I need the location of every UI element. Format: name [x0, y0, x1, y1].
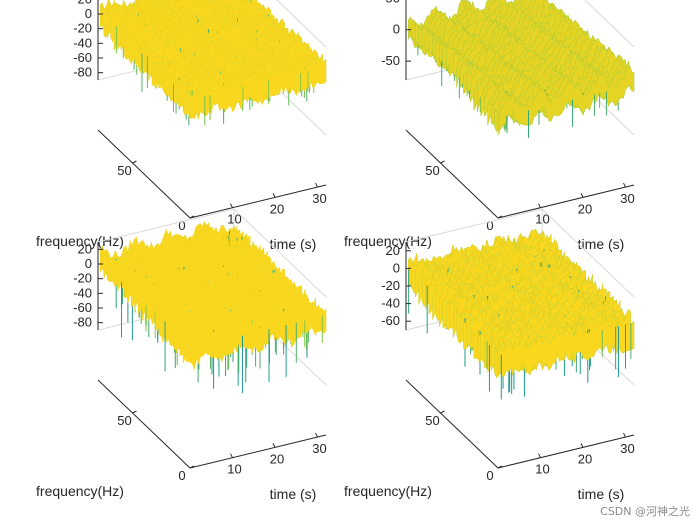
- z-tick-label: -60: [73, 50, 92, 65]
- z-tick-label: -60: [381, 313, 400, 328]
- surface-strip: [189, 303, 327, 371]
- y-tick-mark: [132, 410, 137, 414]
- surface: [100, 0, 327, 126]
- x-axis-line: [497, 184, 635, 219]
- z-tick-label: -80: [73, 315, 92, 330]
- y-axis-line: [97, 129, 191, 219]
- z-tick-label: -80: [73, 65, 92, 80]
- subplot-2: 500-50102030050time (s)frequency(Hz): [344, 0, 635, 252]
- y-tick-mark: [440, 160, 445, 164]
- z-tick-label: -20: [73, 271, 92, 286]
- x-tick-mark: [623, 432, 626, 438]
- x-tick-mark: [272, 443, 276, 448]
- x-tick-label: 10: [227, 462, 241, 477]
- box-top: [276, 0, 327, 48]
- x-axis-label: time (s): [578, 236, 625, 252]
- surface: [408, 228, 635, 400]
- z-tick-label: -60: [73, 300, 92, 315]
- z-tick-label: 0: [85, 6, 92, 21]
- box-top: [405, 208, 635, 298]
- y-tick-mark: [189, 465, 195, 469]
- y-axis-line: [405, 379, 499, 469]
- surface: [100, 221, 327, 394]
- x-axis-line: [189, 434, 327, 469]
- x-tick-label: 20: [270, 201, 284, 216]
- y-tick-mark: [497, 215, 503, 219]
- z-tick-label: -20: [381, 278, 400, 293]
- y-tick-mark: [440, 410, 445, 414]
- x-tick-label: 30: [312, 441, 326, 456]
- z-tick-label: -20: [73, 21, 92, 36]
- y-tick-label: 50: [425, 413, 439, 428]
- x-tick-mark: [580, 443, 584, 448]
- box-top: [97, 208, 327, 298]
- y-axis-label: frequency(Hz): [36, 483, 124, 499]
- x-tick-mark: [538, 203, 541, 208]
- y-tick-mark: [189, 215, 195, 219]
- x-tick-label: 20: [578, 201, 592, 216]
- z-tick-label: -40: [73, 35, 92, 50]
- y-tick-mark: [132, 160, 137, 164]
- y-axis-label: frequency(Hz): [344, 233, 432, 249]
- y-tick-label: 0: [178, 468, 185, 483]
- x-tick-label: 30: [620, 441, 634, 456]
- z-tick-label: 20: [78, 0, 92, 6]
- x-tick-mark: [272, 193, 276, 198]
- x-tick-mark: [230, 203, 233, 208]
- y-tick-label: 50: [117, 413, 131, 428]
- z-tick-label: 20: [386, 243, 400, 258]
- x-tick-label: 30: [620, 191, 634, 206]
- y-tick-mark: [497, 465, 503, 469]
- z-tick-label: -40: [73, 285, 92, 300]
- y-axis-line: [405, 129, 499, 219]
- y-axis-line: [97, 379, 191, 469]
- x-tick-mark: [538, 453, 541, 458]
- y-axis-label: frequency(Hz): [344, 483, 432, 499]
- z-tick-label: -40: [381, 296, 400, 311]
- y-tick-label: 50: [425, 163, 439, 178]
- x-tick-label: 10: [535, 462, 549, 477]
- z-tick-label: 50: [386, 0, 400, 5]
- x-axis-label: time (s): [270, 486, 317, 502]
- surface-strip: [497, 316, 635, 378]
- x-axis-label: time (s): [270, 236, 317, 252]
- z-tick-label: 0: [393, 260, 400, 275]
- x-axis-line: [497, 434, 635, 469]
- y-tick-label: 0: [486, 468, 493, 483]
- x-tick-label: 20: [578, 451, 592, 466]
- y-tick-label: 0: [178, 218, 185, 233]
- z-tick-label: 0: [85, 256, 92, 271]
- z-tick-label: 0: [393, 22, 400, 37]
- x-tick-mark: [580, 193, 584, 198]
- z-tick-label: 20: [78, 241, 92, 256]
- x-axis-line: [189, 184, 327, 219]
- x-tick-mark: [315, 182, 318, 188]
- y-tick-label: 0: [486, 218, 493, 233]
- x-axis-label: time (s): [578, 486, 625, 502]
- x-tick-label: 30: [312, 191, 326, 206]
- watermark: CSDN @河神之光: [600, 505, 690, 518]
- surface-strip: [497, 65, 635, 136]
- x-tick-label: 20: [270, 451, 284, 466]
- surface: [408, 0, 635, 138]
- box-top: [584, 0, 635, 48]
- y-axis-label: frequency(Hz): [36, 233, 124, 249]
- x-tick-mark: [230, 453, 233, 458]
- surface-strip: [189, 58, 327, 120]
- x-tick-mark: [315, 432, 318, 438]
- subplot-4: 20 0 -20 -40 -60 10 20 30 0 50 time (s) frequency(H…: [344, 208, 635, 502]
- x-tick-mark: [623, 182, 626, 188]
- y-tick-label: 50: [117, 163, 131, 178]
- z-tick-label: -50: [381, 53, 400, 68]
